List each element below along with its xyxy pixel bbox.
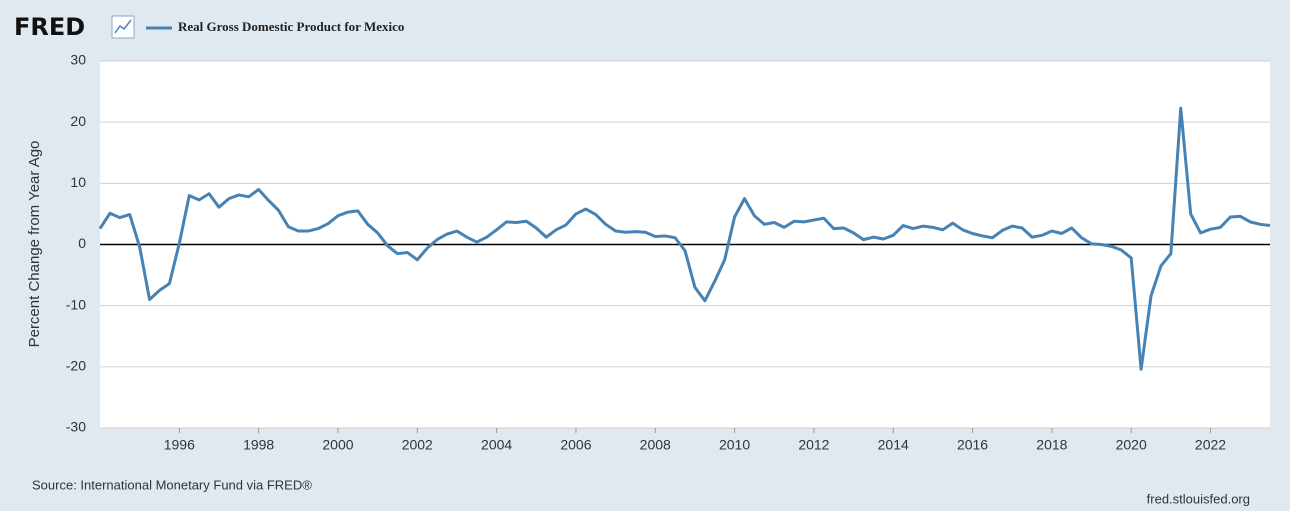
x-tick-label: 2002: [402, 437, 433, 453]
x-tick-label: 2022: [1195, 437, 1226, 453]
y-tick-label: 30: [70, 52, 86, 68]
x-tick-label: 2018: [1036, 437, 1067, 453]
x-tick-label: 2016: [957, 437, 988, 453]
logo-icon: [111, 15, 135, 39]
y-tick-label: -20: [66, 358, 86, 374]
x-tick-label: 2012: [798, 437, 829, 453]
x-tick-label: 2004: [481, 437, 512, 453]
x-tick-label: 1996: [164, 437, 195, 453]
y-tick-label: -10: [66, 296, 86, 312]
logo: FRED: [14, 13, 85, 41]
y-tick-label: 10: [70, 174, 86, 190]
legend-label: Real Gross Domestic Product for Mexico: [178, 19, 404, 34]
x-tick-label: 2000: [322, 437, 353, 453]
y-tick-label: -30: [66, 419, 86, 435]
site: fred.stlouisfed.org: [1147, 491, 1250, 506]
x-tick-label: 1998: [243, 437, 274, 453]
x-tick-label: 2010: [719, 437, 750, 453]
y-tick-label: 0: [78, 235, 86, 251]
x-tick-label: 2006: [560, 437, 591, 453]
x-tick-label: 2014: [878, 437, 909, 453]
x-tick-label: 2008: [640, 437, 671, 453]
source: Source: International Monetary Fund via …: [32, 477, 312, 492]
series-line: [98, 106, 1271, 371]
x-tick-label: 2020: [1116, 437, 1147, 453]
y-tick-label: 20: [70, 113, 86, 129]
y-axis-label: Percent Change from Year Ago: [26, 141, 43, 348]
